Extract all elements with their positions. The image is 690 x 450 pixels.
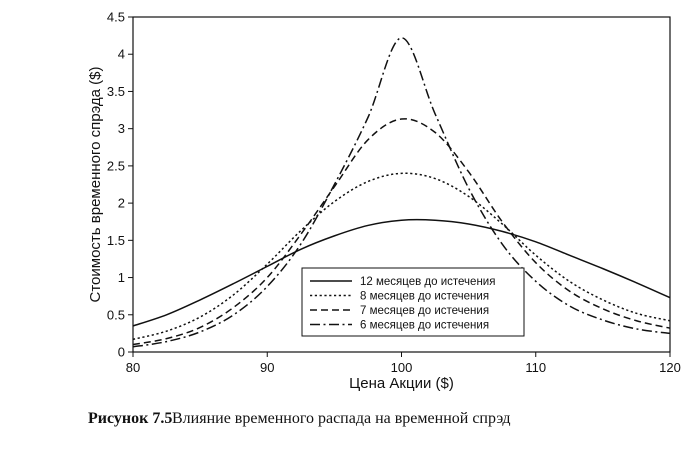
x-tick-label: 80 (126, 360, 140, 375)
y-axis: 0 0.5 1 1.5 2 2.5 3 3.5 4 4.5 (107, 10, 133, 360)
y-tick-label: 3 (118, 121, 125, 136)
figure-caption: Рисунок 7.5Влияние временного распада на… (88, 410, 511, 428)
x-tick-label: 100 (391, 360, 413, 375)
legend-label-4: 6 месяцев до истечения (360, 320, 489, 332)
series-line-1 (132, 218, 671, 327)
series-line-4 (132, 37, 671, 348)
x-tick-label: 120 (659, 360, 681, 375)
x-axis: 80 90 100 110 120 (126, 352, 681, 375)
legend-label-3: 7 месяцев до истечения (360, 305, 489, 317)
y-tick-label: 3.5 (107, 84, 125, 99)
y-tick-label: 0.5 (107, 307, 125, 322)
legend-label-1: 12 месяцев до истечения (360, 276, 495, 288)
y-tick-label: 1 (118, 270, 125, 285)
y-tick-label: 4.5 (107, 10, 125, 25)
y-tick-label: 1.5 (107, 233, 125, 248)
figure-caption-label: Рисунок 7.5 (88, 410, 173, 427)
y-axis-title: Стоимость временного спрэда ($) (87, 66, 104, 302)
y-tick-label: 4 (118, 47, 125, 62)
y-tick-label: 0 (118, 345, 125, 360)
chart-svg: 0 0.5 1 1.5 2 2.5 3 3.5 4 4.5 80 90 100 110 120 12 ме… (87, 10, 681, 393)
series-line-3 (132, 118, 671, 346)
figure-caption-text: Влияние временного распада на временной … (172, 410, 511, 427)
y-tick-label: 2.5 (107, 158, 125, 173)
x-tick-label: 110 (525, 360, 546, 375)
legend: 12 месяцев до истечения 8 месяцев до исте… (301, 267, 525, 337)
x-tick-label: 90 (260, 360, 274, 375)
series-layer (132, 37, 671, 348)
legend-label-2: 8 месяцев до истечения (360, 291, 489, 303)
y-tick-label: 2 (118, 196, 125, 211)
x-axis-title: Цена Акции ($) (349, 375, 454, 392)
series-line-2 (132, 172, 671, 341)
